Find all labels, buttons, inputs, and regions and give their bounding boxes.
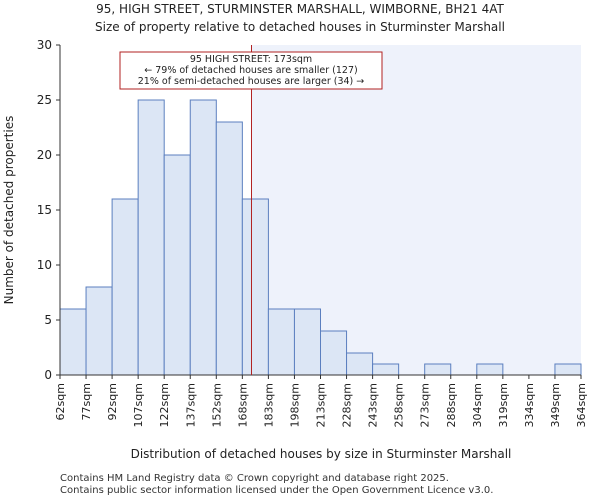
x-tick-label-92sqm: 92sqm: [106, 383, 119, 420]
bar-213sqm: [320, 330, 348, 376]
x-tick-label-258sqm: 258sqm: [393, 383, 406, 427]
x-tick-label-152sqm: 152sqm: [210, 383, 223, 427]
y-tick-label-20: 20: [37, 148, 52, 162]
bar-198sqm: [293, 308, 322, 376]
x-tick-label-107sqm: 107sqm: [132, 383, 145, 427]
x-tick-label-137sqm: 137sqm: [184, 383, 197, 427]
bar-137sqm: [189, 99, 217, 376]
chart-title-line2: Size of property relative to detached ho…: [95, 20, 505, 34]
chart-title-line1: 95, HIGH STREET, STURMINSTER MARSHALL, W…: [96, 2, 504, 16]
annotation-line1: 95 HIGH STREET: 173sqm: [190, 54, 312, 65]
y-tick-label-25: 25: [37, 93, 52, 107]
y-tick-label-30: 30: [37, 38, 52, 52]
x-tick-label-77sqm: 77sqm: [80, 383, 93, 420]
y-tick-label-5: 5: [44, 313, 52, 327]
bar-152sqm: [215, 121, 243, 376]
x-tick-label-334sqm: 334sqm: [523, 383, 536, 427]
x-tick-label-304sqm: 304sqm: [471, 383, 484, 427]
x-tick-label-364sqm: 364sqm: [575, 383, 588, 427]
bar-168sqm: [241, 198, 269, 376]
bar-228sqm: [346, 352, 374, 376]
x-tick-label-213sqm: 213sqm: [315, 383, 328, 427]
bar-349sqm: [554, 363, 582, 376]
bar-122sqm: [163, 154, 191, 376]
footer-line1: Contains HM Land Registry data © Crown c…: [60, 473, 449, 484]
bar-243sqm: [372, 363, 400, 376]
bar-62sqm: [59, 308, 87, 376]
x-tick-label-349sqm: 349sqm: [549, 383, 562, 427]
y-tick-label-10: 10: [37, 258, 52, 272]
annotation-box: [119, 51, 383, 90]
bar-107sqm: [137, 99, 165, 376]
x-tick-label-243sqm: 243sqm: [367, 383, 380, 427]
y-tick-label-15: 15: [37, 203, 52, 217]
x-axis-label: Distribution of detached houses by size …: [131, 447, 512, 461]
x-tick-label-198sqm: 198sqm: [288, 383, 301, 427]
bar-304sqm: [476, 363, 504, 376]
x-tick-label-122sqm: 122sqm: [158, 383, 171, 427]
x-tick-label-183sqm: 183sqm: [262, 383, 275, 427]
x-tick-label-288sqm: 288sqm: [445, 383, 458, 427]
annotation-line3: 21% of semi-detached houses are larger (…: [138, 76, 365, 87]
annotation-line2: ← 79% of detached houses are smaller (12…: [144, 65, 357, 76]
bar-92sqm: [111, 198, 139, 376]
plot-area: 0 5 10 15 20 25 30 62sqm 77sqm 92sqm 107sqm 122sqm 1…: [37, 38, 588, 427]
y-axis-label: Number of detached properties: [2, 116, 16, 305]
x-tick-label-319sqm: 319sqm: [497, 383, 510, 427]
footer-line2: Contains public sector information licen…: [60, 485, 494, 496]
x-tick-label-228sqm: 228sqm: [341, 383, 354, 427]
y-tick-label-0: 0: [44, 368, 52, 382]
x-tick-label-273sqm: 273sqm: [419, 383, 432, 427]
bar-77sqm: [85, 286, 113, 376]
x-tick-label-62sqm: 62sqm: [54, 383, 67, 420]
bar-273sqm: [424, 363, 452, 376]
x-tick-label-168sqm: 168sqm: [236, 383, 249, 427]
bar-183sqm: [267, 308, 295, 376]
